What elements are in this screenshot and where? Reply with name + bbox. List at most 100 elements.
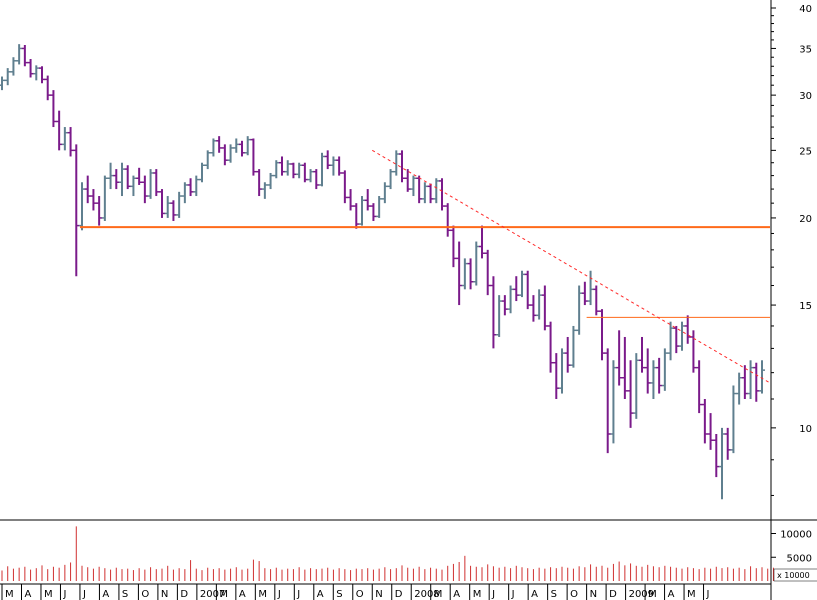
ohlc-bar [547,321,554,373]
ohlc-bar [404,169,411,192]
ohlc-bar [536,289,543,320]
ohlc-bar [707,413,714,450]
month-label: A [239,589,246,600]
ohlc-bar [84,175,91,204]
ohlc-bar [324,150,331,170]
ohlc-bar [421,182,428,204]
ohlc-bar [673,325,680,354]
price-tick-label: 30 [799,91,812,102]
ohlc-bar [193,175,200,197]
ohlc-bar [570,325,577,368]
ohlc-bar [513,276,520,302]
ohlc-bar [244,136,251,156]
ohlc-bar [347,189,354,211]
ohlc-bar [576,285,583,335]
price-ohlc-bars [0,44,765,500]
ohlc-bar [153,169,160,197]
ohlc-bar [136,167,143,185]
price-tick-label: 35 [799,44,812,55]
ohlc-bar [216,136,223,153]
ohlc-bar [0,76,5,91]
ohlc-bar [427,183,434,204]
ohlc-bar [307,169,314,183]
price-tick-label: 20 [799,214,812,225]
ohlc-bar [604,348,611,454]
ohlc-bar [701,399,708,444]
ohlc-bar [479,225,485,259]
month-label: D [609,589,617,600]
ohlc-bar [290,162,297,179]
ohlc-bar [124,165,131,190]
ohlc-bar [644,348,651,394]
month-label: 2008 [414,589,439,600]
month-label: J [62,589,66,600]
ohlc-bar [484,249,491,296]
ohlc-bar [759,360,765,394]
ohlc-bar [61,127,68,151]
ohlc-bar [553,353,560,400]
ohlc-bar [376,196,383,218]
ohlc-bar [736,372,743,405]
ohlc-bar [616,330,623,386]
ohlc-bar [10,57,17,76]
ohlc-bar [599,309,605,361]
month-label: D [180,589,188,600]
ohlc-bar [141,175,148,204]
price-tick-label: 40 [799,4,812,15]
ohlc-bar [444,203,451,237]
ohlc-bar [256,169,263,197]
ohlc-bar [747,360,754,400]
volume-bars [1,526,774,581]
ohlc-bar [587,270,594,306]
ohlc-bar [33,65,40,81]
month-label: O [141,589,149,600]
ohlc-bar [690,330,697,373]
ohlc-bar [159,189,165,218]
ohlc-bar [713,433,720,478]
month-label: J [82,589,86,600]
month-label: A [317,589,324,600]
ohlc-bar [667,321,674,361]
ohlc-bar [530,295,537,322]
ohlc-bar [381,182,388,204]
ohlc-bar [359,196,365,226]
ohlc-bar [456,241,463,306]
ohlc-bar [336,156,343,176]
ohlc-bar [261,182,268,199]
ohlc-bar [621,336,628,400]
month-label: M [219,589,228,600]
ohlc-bar [684,315,691,344]
month-label: N [161,589,168,600]
ohlc-bar [410,175,417,197]
ohlc-bar [724,427,731,460]
ohlc-bar [353,203,360,229]
ohlc-bar [16,44,23,65]
volume-unit-label: x 10000 [777,571,810,580]
ohlc-bar [633,353,640,419]
ohlc-bar [250,138,257,176]
ohlc-bar [661,348,668,391]
ohlc-bar [56,110,63,151]
ohlc-bar [50,90,57,128]
downtrend-line [372,149,771,384]
ohlc-bar [519,270,525,298]
price-tick-label: 15 [799,301,812,312]
ohlc-bar [564,336,571,373]
ohlc-bar [319,152,325,187]
ohlc-bar [393,150,400,176]
ohlc-bar [204,150,211,170]
ohlc-bar [221,144,228,166]
ohlc-bar [79,182,85,231]
month-label: A [531,589,538,600]
ohlc-bar [210,138,217,157]
ohlc-bar [176,191,183,218]
ohlc-bar [650,360,657,400]
ohlc-bar [541,285,548,331]
ohlc-bar [164,196,171,218]
ohlc-bar [113,169,120,190]
ohlc-bar [4,68,11,86]
month-label: S [336,589,342,600]
month-label: S [551,589,557,600]
